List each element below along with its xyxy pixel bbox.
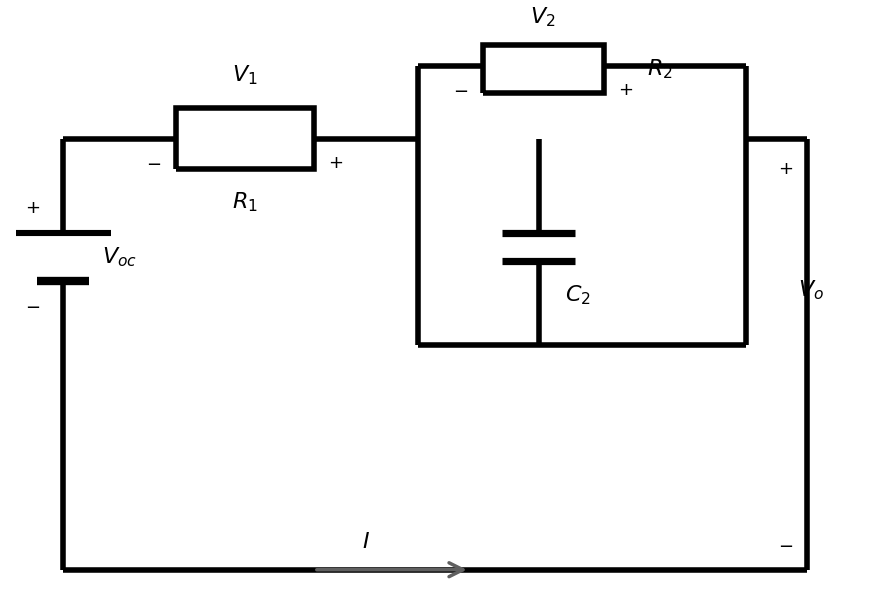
- Text: $+$: $+$: [777, 160, 792, 178]
- Text: $+$: $+$: [617, 81, 632, 99]
- Text: $V_o$: $V_o$: [797, 279, 823, 302]
- Text: $C_2$: $C_2$: [564, 283, 590, 306]
- Text: $R_2$: $R_2$: [646, 57, 672, 81]
- Text: $+$: $+$: [25, 199, 41, 218]
- Text: $-$: $-$: [146, 154, 162, 172]
- Text: $-$: $-$: [777, 536, 792, 555]
- Text: $-$: $-$: [453, 81, 468, 99]
- Text: $+$: $+$: [328, 154, 342, 172]
- Text: $V_2$: $V_2$: [530, 6, 555, 29]
- Text: $V_{oc}$: $V_{oc}$: [102, 245, 137, 269]
- Text: $V_1$: $V_1$: [232, 63, 257, 87]
- Text: $R_1$: $R_1$: [232, 191, 257, 214]
- Text: $-$: $-$: [25, 296, 41, 315]
- Text: $I$: $I$: [362, 533, 369, 552]
